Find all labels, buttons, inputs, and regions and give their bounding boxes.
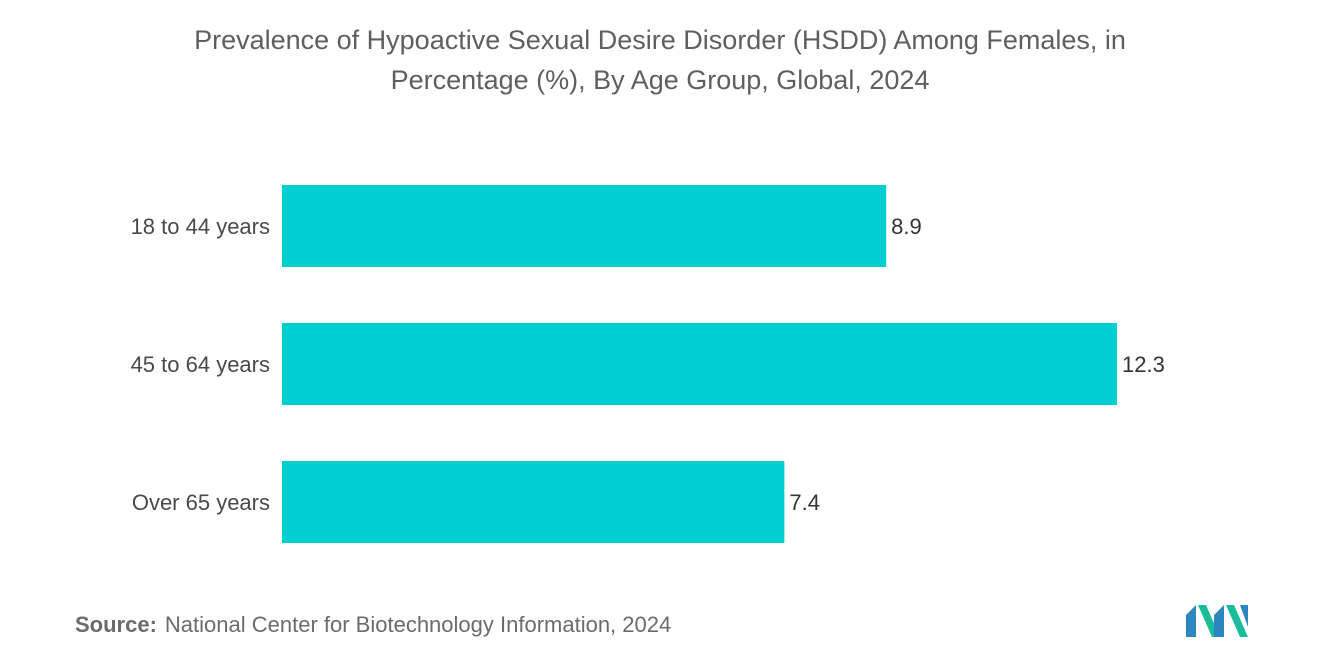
- source-label: Source:: [75, 612, 157, 637]
- category-label-3: Over 65 years: [132, 490, 270, 515]
- bar-3: [282, 461, 785, 543]
- brand-logo-icon: [1186, 605, 1248, 637]
- data-label-2: 12.3: [1122, 352, 1165, 377]
- bar-chart: 18 to 44 years 8.9 45 to 64 years 12.3 Over …: [131, 185, 1165, 543]
- category-label-2: 45 to 64 years: [131, 352, 270, 377]
- bar-2: [282, 323, 1117, 405]
- chart-title-line-1: Prevalence of Hypoactive Sexual Desire D…: [194, 25, 1126, 55]
- chart-title: Prevalence of Hypoactive Sexual Desire D…: [0, 20, 1320, 100]
- chart-title-line-2: Percentage (%), By Age Group, Global, 20…: [390, 65, 930, 95]
- bar-1: [282, 185, 887, 267]
- source-text: National Center for Biotechnology Inform…: [164, 612, 672, 637]
- bar-group: 18 to 44 years 8.9 45 to 64 years 12.3 Over …: [131, 185, 1165, 543]
- category-label-1: 18 to 44 years: [131, 214, 270, 239]
- source-note: Source: National Center for Biotechnology…: [75, 612, 671, 638]
- data-label-1: 8.9: [891, 214, 922, 239]
- data-label-3: 7.4: [789, 490, 820, 515]
